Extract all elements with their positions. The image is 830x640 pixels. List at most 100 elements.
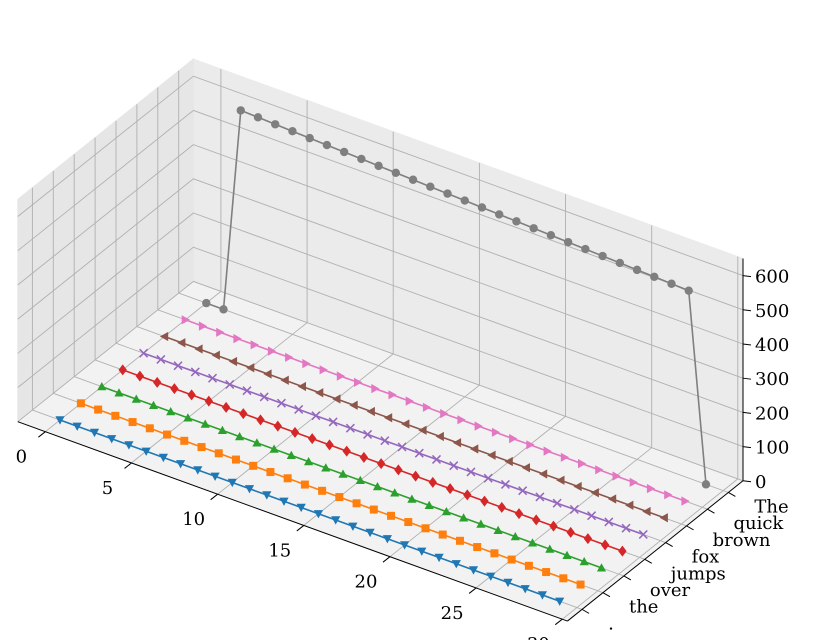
x-tick-label: 15	[268, 540, 291, 561]
data-point	[569, 504, 579, 514]
data-point	[235, 432, 245, 441]
data-point	[332, 394, 341, 404]
data-point	[276, 398, 286, 408]
series-group	[76, 399, 585, 589]
data-point	[664, 490, 673, 500]
data-point	[543, 446, 552, 456]
data-point	[166, 407, 176, 416]
data-point	[552, 498, 562, 508]
z-gridline	[17, 109, 744, 311]
data-point	[279, 497, 289, 506]
data-point	[202, 298, 211, 308]
y-tick-mark	[602, 592, 611, 598]
z-gridline	[17, 75, 744, 277]
data-point	[145, 424, 154, 433]
data-point	[371, 383, 380, 394]
data-point	[596, 563, 607, 572]
series-group	[181, 315, 690, 506]
y-tick-mark	[623, 575, 632, 581]
data-point	[244, 485, 255, 494]
z-tick-mark	[742, 377, 752, 380]
y-tick-label: over	[650, 580, 691, 601]
data-point	[302, 358, 311, 369]
data-point	[252, 438, 262, 447]
data-point	[638, 529, 648, 539]
data-point	[380, 436, 390, 446]
data-point	[180, 436, 189, 445]
data-point	[311, 411, 321, 421]
series-group	[55, 416, 565, 606]
data-point	[331, 516, 341, 525]
data-point	[491, 427, 501, 437]
data-point	[573, 481, 582, 492]
data-point	[576, 580, 585, 589]
data-point	[217, 425, 227, 434]
z-tick-label: 0	[755, 472, 766, 493]
data-point	[233, 333, 242, 344]
data-point	[124, 441, 134, 450]
data-point	[256, 414, 265, 426]
data-point	[335, 493, 344, 502]
data-point	[621, 523, 631, 533]
x-axis-ticks: 0 5 10 15 20 25 30	[16, 431, 563, 640]
data-point	[76, 399, 85, 408]
data-point	[253, 113, 263, 122]
data-point	[177, 338, 186, 348]
data-point	[518, 486, 528, 496]
data-point	[527, 538, 538, 547]
data-point	[452, 438, 462, 448]
data-point	[200, 419, 210, 428]
data-point	[390, 488, 400, 497]
data-point	[549, 520, 558, 532]
data-point	[285, 352, 294, 362]
data-point	[111, 411, 120, 420]
data-point	[271, 120, 280, 129]
data-point	[267, 346, 277, 356]
data-point	[460, 196, 469, 205]
data-point	[366, 406, 375, 417]
data-point	[170, 383, 179, 395]
data-point	[431, 454, 442, 464]
data-point	[318, 486, 327, 495]
data-point	[118, 364, 127, 376]
data-point	[473, 543, 482, 552]
data-point	[520, 585, 530, 594]
data-point	[197, 443, 206, 452]
data-point	[204, 395, 213, 407]
data-point	[625, 500, 634, 510]
data-point	[414, 448, 424, 458]
data-point	[55, 416, 65, 425]
data-point	[598, 251, 607, 261]
data-point	[246, 363, 255, 373]
data-point	[97, 382, 107, 391]
data-point	[328, 417, 338, 427]
data-point	[294, 404, 304, 414]
data-point	[239, 408, 248, 420]
z-gridline	[17, 246, 744, 448]
x-tick-label: 30	[527, 634, 550, 640]
data-point	[359, 451, 369, 463]
data-point	[308, 433, 317, 445]
x-tick-mark	[382, 556, 391, 563]
data-point	[449, 461, 459, 471]
data-point	[455, 536, 464, 545]
data-point	[421, 524, 430, 533]
data-point	[266, 468, 275, 477]
z-axis-ticks: 0 100 200 300 400 500 600	[742, 267, 789, 493]
data-point	[451, 560, 461, 569]
data-point	[148, 400, 159, 409]
data-point	[283, 474, 292, 483]
data-point	[382, 535, 392, 544]
data-point	[667, 279, 676, 288]
data-point	[391, 168, 401, 178]
data-point	[659, 513, 668, 523]
x-tick-mark	[38, 431, 46, 438]
y-tick-label: The	[754, 496, 788, 517]
data-point	[438, 530, 447, 539]
data-point	[198, 321, 208, 331]
series-group	[202, 106, 711, 489]
data-point	[363, 429, 373, 439]
data-point	[556, 475, 565, 485]
z-tick-label: 500	[755, 301, 789, 322]
